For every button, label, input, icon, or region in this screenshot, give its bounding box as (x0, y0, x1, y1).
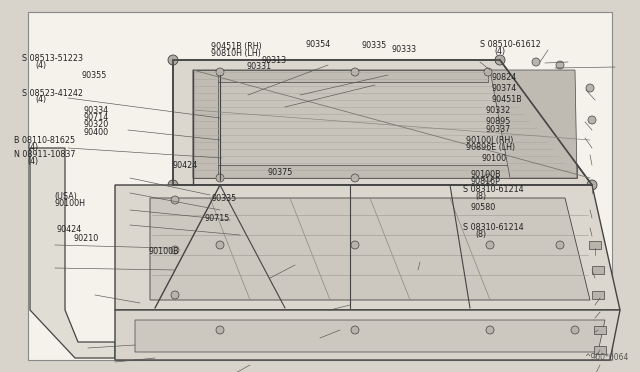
Circle shape (586, 84, 594, 92)
Text: 90810H (LH): 90810H (LH) (211, 49, 261, 58)
Bar (592, 266, 604, 274)
Circle shape (587, 180, 597, 190)
Polygon shape (115, 310, 620, 360)
Circle shape (171, 196, 179, 204)
Text: ^900*0064: ^900*0064 (584, 353, 628, 362)
Text: (8): (8) (475, 192, 486, 201)
Circle shape (556, 61, 564, 69)
Bar (592, 291, 604, 299)
Text: 90100B: 90100B (148, 247, 179, 256)
Text: 90824: 90824 (492, 73, 516, 81)
Circle shape (171, 246, 179, 254)
Text: 90451B: 90451B (492, 95, 522, 104)
Text: 90896E (LH): 90896E (LH) (466, 143, 515, 152)
Circle shape (216, 174, 224, 182)
Polygon shape (173, 60, 592, 185)
Text: (4): (4) (27, 143, 38, 152)
Polygon shape (193, 70, 218, 178)
Polygon shape (193, 70, 488, 82)
Text: (USA): (USA) (54, 192, 77, 201)
Text: 90580: 90580 (470, 203, 495, 212)
Text: 90355: 90355 (82, 71, 108, 80)
Circle shape (216, 241, 224, 249)
Text: S 08310-61214: S 08310-61214 (463, 185, 524, 194)
Text: 90100: 90100 (481, 154, 506, 163)
Text: S 08523-41242: S 08523-41242 (22, 89, 83, 97)
Circle shape (484, 174, 492, 182)
Text: 90816P: 90816P (470, 177, 500, 186)
Circle shape (486, 326, 494, 334)
Circle shape (532, 58, 540, 66)
Circle shape (351, 174, 359, 182)
Text: (4): (4) (27, 157, 38, 166)
Text: 90424: 90424 (173, 161, 198, 170)
Text: 90332: 90332 (485, 106, 510, 115)
Text: 90313: 90313 (261, 56, 286, 65)
Text: S 08513-51223: S 08513-51223 (22, 54, 83, 63)
Polygon shape (30, 148, 115, 358)
Polygon shape (150, 198, 590, 300)
Text: 90451B (RH): 90451B (RH) (211, 42, 262, 51)
Circle shape (588, 116, 596, 124)
Text: 90320: 90320 (83, 120, 108, 129)
Text: 90331: 90331 (246, 62, 271, 71)
Polygon shape (115, 185, 620, 310)
Text: 90334: 90334 (83, 106, 108, 115)
Text: B 08110-81625: B 08110-81625 (14, 136, 76, 145)
Text: 90210: 90210 (74, 234, 99, 243)
Text: 90354: 90354 (306, 40, 331, 49)
Circle shape (486, 241, 494, 249)
Text: 90374: 90374 (492, 84, 516, 93)
Text: 90333: 90333 (392, 45, 417, 54)
Circle shape (168, 55, 178, 65)
Text: (4): (4) (35, 61, 46, 70)
Bar (589, 241, 601, 249)
Text: N 08911-10837: N 08911-10837 (14, 150, 76, 159)
Polygon shape (135, 320, 605, 352)
FancyBboxPatch shape (28, 12, 612, 360)
Text: 90100B: 90100B (470, 170, 501, 179)
Text: (4): (4) (494, 47, 505, 56)
Circle shape (495, 55, 505, 65)
Text: 90100H: 90100H (54, 199, 85, 208)
Text: 90337: 90337 (485, 125, 510, 134)
Text: 90715: 90715 (205, 214, 230, 223)
Bar (594, 346, 606, 354)
Circle shape (351, 241, 359, 249)
Bar (594, 326, 606, 334)
Text: S 08310-61214: S 08310-61214 (463, 223, 524, 232)
Polygon shape (490, 70, 577, 178)
Polygon shape (193, 70, 577, 178)
Circle shape (216, 326, 224, 334)
Circle shape (168, 180, 178, 190)
Circle shape (351, 68, 359, 76)
Text: 90100J (RH): 90100J (RH) (466, 137, 513, 145)
Polygon shape (193, 165, 577, 178)
Text: 90335: 90335 (362, 41, 387, 50)
Circle shape (351, 326, 359, 334)
Text: S 08510-61612: S 08510-61612 (480, 40, 541, 49)
Circle shape (484, 68, 492, 76)
Text: 90400: 90400 (83, 128, 108, 137)
Text: (4): (4) (35, 95, 46, 104)
Text: 90375: 90375 (268, 168, 293, 177)
Text: 90335: 90335 (211, 194, 236, 203)
Text: 90714: 90714 (83, 113, 108, 122)
Text: (8): (8) (475, 230, 486, 239)
Circle shape (216, 68, 224, 76)
Circle shape (571, 326, 579, 334)
Circle shape (171, 291, 179, 299)
Text: 90424: 90424 (56, 225, 81, 234)
Circle shape (556, 241, 564, 249)
Text: 90895: 90895 (485, 117, 511, 126)
